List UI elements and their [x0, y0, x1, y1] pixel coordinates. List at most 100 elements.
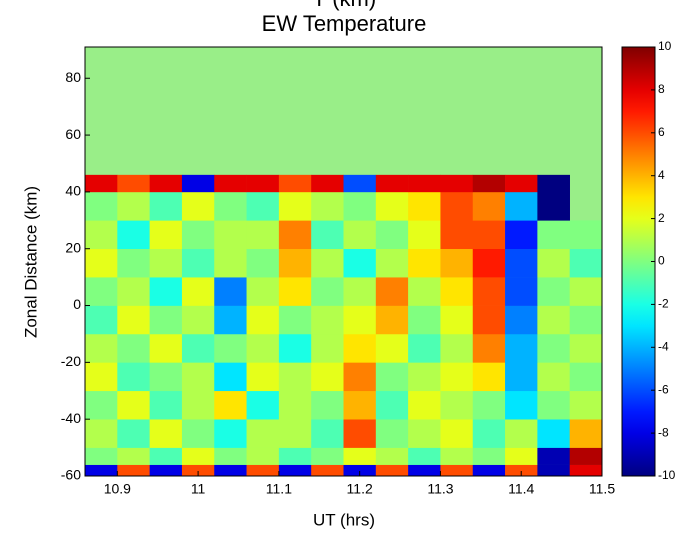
heatmap-cell — [440, 277, 474, 306]
heatmap-cell — [278, 419, 312, 448]
heatmap-cell — [278, 390, 312, 420]
x-tick-label: 10.9 — [104, 481, 131, 497]
y-tick-label: 60 — [65, 126, 81, 142]
heatmap-cell — [375, 419, 409, 448]
heatmap-cell — [472, 419, 506, 448]
heatmap-cell — [472, 333, 506, 363]
heatmap-cell — [472, 174, 506, 193]
heatmap-cell — [214, 447, 247, 465]
heatmap-cell — [537, 174, 570, 193]
heatmap-cell — [569, 277, 603, 306]
heatmap-cell — [408, 419, 441, 448]
heatmap-cell — [246, 464, 280, 477]
heatmap-cell — [214, 191, 247, 221]
heatmap-cell — [505, 390, 538, 420]
heatmap — [85, 47, 603, 477]
heatmap-cell — [569, 447, 603, 465]
heatmap-cell — [149, 362, 183, 392]
heatmap-cell — [311, 419, 344, 448]
heatmap-cell — [181, 362, 215, 392]
heatmap-cell — [117, 220, 150, 250]
heatmap-cell — [149, 191, 183, 221]
heatmap-cell — [85, 191, 118, 221]
heatmap-cell — [149, 248, 183, 278]
heatmap-cell — [117, 447, 150, 465]
y-tick-label: 80 — [65, 69, 81, 85]
x-tick-label: 11.4 — [508, 481, 534, 497]
heatmap-cell — [440, 305, 474, 335]
y-tick-label: 0 — [73, 296, 81, 312]
heatmap-cell — [311, 464, 344, 477]
colorbar-tick-label: 0 — [658, 254, 665, 268]
heatmap-cell — [375, 174, 409, 193]
heatmap-cell — [181, 464, 215, 477]
y-tick-label: -40 — [61, 410, 81, 426]
heatmap-cell — [408, 305, 441, 335]
heatmap-cell — [214, 220, 247, 250]
heatmap-cell — [505, 220, 538, 250]
heatmap-cell — [246, 174, 280, 193]
heatmap-cell — [278, 220, 312, 250]
heatmap-cell — [440, 248, 474, 278]
heatmap-cell — [343, 277, 377, 306]
heatmap-cell — [537, 390, 570, 420]
heatmap-cell — [181, 191, 215, 221]
heatmap-cell — [472, 464, 506, 477]
heatmap-cell — [569, 390, 603, 420]
heatmap-cell — [408, 277, 441, 306]
heatmap-cell — [440, 390, 474, 420]
y-tick-label: 20 — [65, 239, 81, 255]
chart-title: EW Temperature — [262, 11, 427, 36]
heatmap-cell — [181, 447, 215, 465]
heatmap-cell — [472, 447, 506, 465]
heatmap-cell — [472, 362, 506, 392]
heatmap-cell — [117, 305, 150, 335]
heatmap-cell — [408, 447, 441, 465]
heatmap-cell — [246, 362, 280, 392]
heatmap-cell — [311, 305, 344, 335]
heatmap-cell — [311, 447, 344, 465]
heatmap-cell — [214, 362, 247, 392]
x-tick-label: 11.5 — [589, 481, 615, 497]
y-axis-label: Zonal Distance (km) — [21, 186, 40, 338]
heatmap-cell — [440, 362, 474, 392]
heatmap-cell — [246, 419, 280, 448]
heatmap-cell — [375, 248, 409, 278]
heatmap-cell — [117, 333, 150, 363]
heatmap-cell — [472, 191, 506, 221]
colorbar-tick-label: 2 — [658, 211, 665, 225]
heatmap-cell — [117, 419, 150, 448]
heatmap-cell — [537, 277, 570, 306]
heatmap-cell — [440, 419, 474, 448]
heatmap-cell — [505, 447, 538, 465]
heatmap-cell — [375, 191, 409, 221]
heatmap-cell — [214, 248, 247, 278]
heatmap-cell — [181, 390, 215, 420]
heatmap-cell — [505, 174, 538, 193]
heatmap-cell — [214, 390, 247, 420]
heatmap-cell — [246, 390, 280, 420]
heatmap-cell — [85, 333, 118, 363]
heatmap-cell — [85, 174, 118, 193]
heatmap-cell — [311, 191, 344, 221]
plot-frame — [84, 46, 603, 477]
heatmap-cell — [85, 390, 118, 420]
heatmap-cell — [408, 390, 441, 420]
heatmap-cell — [408, 333, 441, 363]
heatmap-cell — [149, 174, 183, 193]
heatmap-cell — [311, 277, 344, 306]
heatmap-cell — [149, 305, 183, 335]
heatmap-cell — [408, 174, 441, 193]
colorbar-tick-label: 4 — [658, 168, 665, 182]
heatmap-cell — [569, 464, 603, 477]
heatmap-cell — [375, 447, 409, 465]
heatmap-cell — [214, 333, 247, 363]
heatmap-cell — [505, 191, 538, 221]
heatmap-cell — [311, 390, 344, 420]
heatmap-cell — [278, 277, 312, 306]
heatmap-cell — [85, 248, 118, 278]
heatmap-cell — [117, 174, 150, 193]
heatmap-cell — [85, 419, 118, 448]
heatmap-cell — [246, 220, 280, 250]
